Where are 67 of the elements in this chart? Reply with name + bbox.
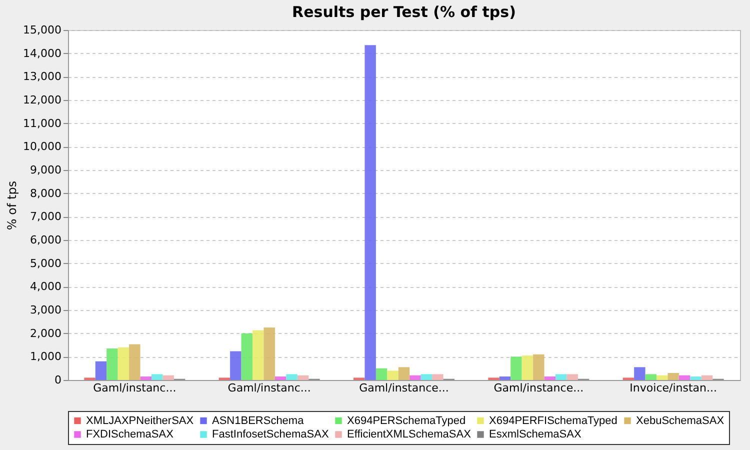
bar [95, 361, 107, 380]
y-tick-label: 0 [54, 374, 62, 386]
bar [556, 374, 567, 380]
y-tick-label: 13,000 [23, 70, 62, 84]
bar [151, 374, 163, 380]
bar [297, 375, 309, 380]
bar [264, 328, 275, 380]
bar [387, 370, 398, 380]
bar [106, 348, 118, 380]
y-tick-label: 11,000 [23, 116, 62, 130]
bar [162, 375, 174, 380]
bar [398, 367, 410, 380]
y-tick-label: 1,000 [30, 350, 62, 364]
bar [566, 374, 578, 380]
bar [634, 367, 646, 380]
bar [533, 354, 544, 380]
y-tick-label: 2,000 [30, 326, 62, 340]
bar [668, 373, 679, 380]
y-tick-label: 7,000 [30, 210, 62, 224]
bar [690, 376, 702, 380]
legend-label: FXDISchemaSAX [86, 428, 174, 440]
x-tick-label: Gaml/instance... [359, 382, 449, 394]
legend-label: XebuSchemaSAX [636, 414, 725, 427]
y-tick-label: 8,000 [30, 186, 62, 200]
y-tick-label: 5,000 [30, 256, 62, 270]
bar [376, 368, 388, 380]
bar [656, 375, 668, 380]
y-tick-label: 3,000 [30, 304, 62, 316]
legend-label: X694PERSchemaTyped [347, 414, 466, 427]
y-tick-label: 10,000 [23, 140, 62, 154]
bar [118, 347, 130, 380]
y-tick-label: 12,000 [23, 94, 62, 106]
y-axis-title: % of tps [5, 180, 20, 230]
legend-label: EfficientXMLSchemaSAX [347, 428, 472, 440]
chart-title: Results per Test (% of tps) [292, 3, 516, 21]
legend-label: X694PERFISchemaTyped [489, 414, 618, 427]
bar [420, 374, 432, 380]
bar [241, 333, 252, 380]
bar [230, 351, 242, 380]
y-tick-label: 15,000 [23, 24, 62, 36]
bar [140, 376, 152, 380]
bar [432, 374, 444, 380]
x-tick-label: Gaml/instanc... [228, 382, 311, 394]
bar [522, 356, 534, 380]
bar [129, 344, 140, 380]
y-tick-label: 9,000 [30, 164, 62, 176]
bar [364, 45, 376, 380]
x-tick-label: Gaml/instance... [494, 382, 584, 394]
legend-label: EsxmlSchemaSAX [489, 428, 582, 440]
legend-label: FastInfosetSchemaSAX [212, 428, 330, 440]
bar [678, 375, 690, 380]
y-tick-label: 4,000 [30, 280, 62, 294]
bar [645, 374, 657, 380]
bar [510, 356, 522, 380]
bar [701, 375, 713, 380]
legend-label: XMLJAXPNeitherSAX [86, 414, 194, 427]
x-tick-label: Gaml/instanc... [93, 382, 176, 394]
bar [286, 374, 298, 380]
bar [410, 375, 421, 380]
bar [252, 330, 264, 380]
y-tick-label: 6,000 [30, 234, 62, 246]
legend-label: ASN1BERSchema [212, 414, 305, 427]
x-tick-label: Invoice/instan... [630, 382, 717, 394]
y-tick-label: 14,000 [23, 46, 62, 60]
bar [499, 376, 511, 380]
bar [544, 376, 556, 380]
bar [274, 376, 286, 380]
